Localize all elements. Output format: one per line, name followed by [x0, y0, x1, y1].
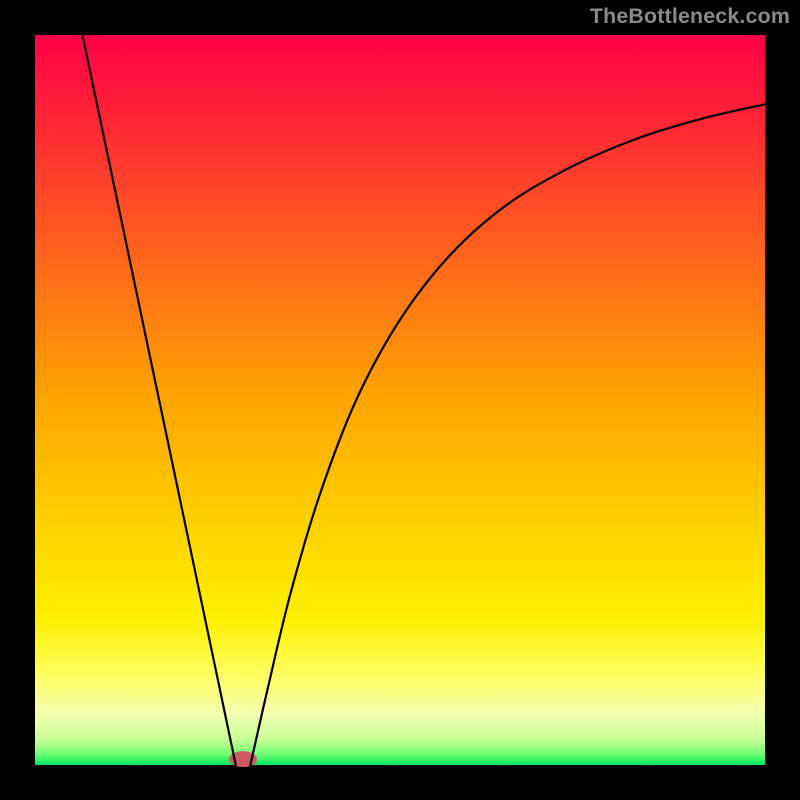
watermark-text: TheBottleneck.com — [590, 4, 790, 29]
chart-background — [35, 35, 765, 765]
